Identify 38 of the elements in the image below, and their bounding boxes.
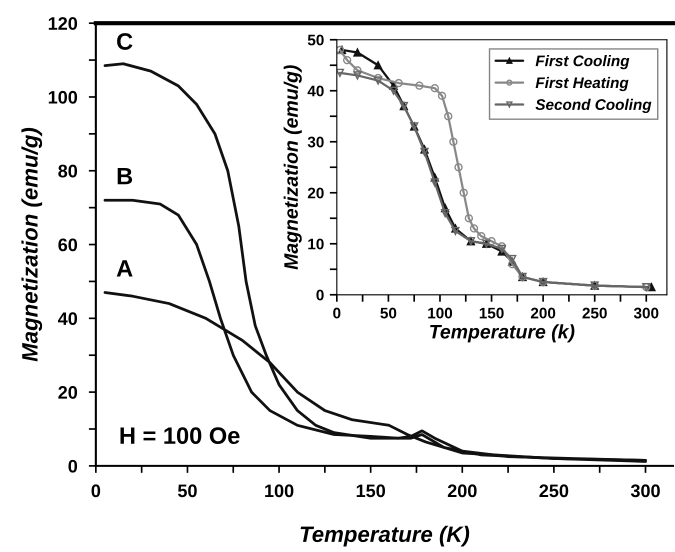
y-tick-label: 40 [58,312,78,326]
series-label: C [117,33,133,50]
y-tick-label: 40 [308,86,324,96]
x-axis-title: Temperature (k) [430,324,574,342]
y-tick-label: 20 [58,386,78,399]
y-tick-label: 120 [48,17,78,30]
y-axis-title: Magnetization (emu/g) [21,128,42,362]
annotation: H = 100 Oe [120,427,240,444]
x-tick-label: 50 [380,308,396,318]
x-tick-label: 300 [630,484,660,498]
y-tick-label: 80 [58,164,78,178]
y-tick-label: 10 [308,238,324,250]
x-tick-label: 300 [634,308,658,319]
x-tick-label: 250 [582,308,607,318]
series-label: B [118,168,132,184]
x-tick-label: 0 [333,308,340,318]
legend-label: First Cooling [536,55,630,70]
x-tick-label: 150 [356,484,385,498]
x-tick-label: 100 [265,484,294,498]
x-tick-label: 100 [428,308,452,318]
y-tick-label: 30 [308,136,324,148]
x-tick-label: 0 [92,484,100,498]
y-tick-label: 100 [48,90,78,104]
series-label: A [116,260,133,276]
x-tick-label: 200 [530,308,556,318]
y-tick-label: 0 [316,290,324,300]
y-axis-title: Magnetization (emu/g) [284,65,302,270]
x-tick-label: 50 [178,484,197,498]
x-tick-label: 200 [448,484,477,498]
legend-label: Second Cooling [536,98,652,114]
x-tick-label: 150 [480,308,504,318]
y-tick-label: 0 [68,460,78,473]
y-tick-label: 60 [58,238,78,252]
x-tick-label: 250 [539,484,568,498]
y-tick-label: 50 [308,34,324,46]
legend-label: First Heating [536,76,628,92]
x-axis-title: Temperature (K) [300,526,470,546]
y-tick-label: 20 [308,188,324,198]
